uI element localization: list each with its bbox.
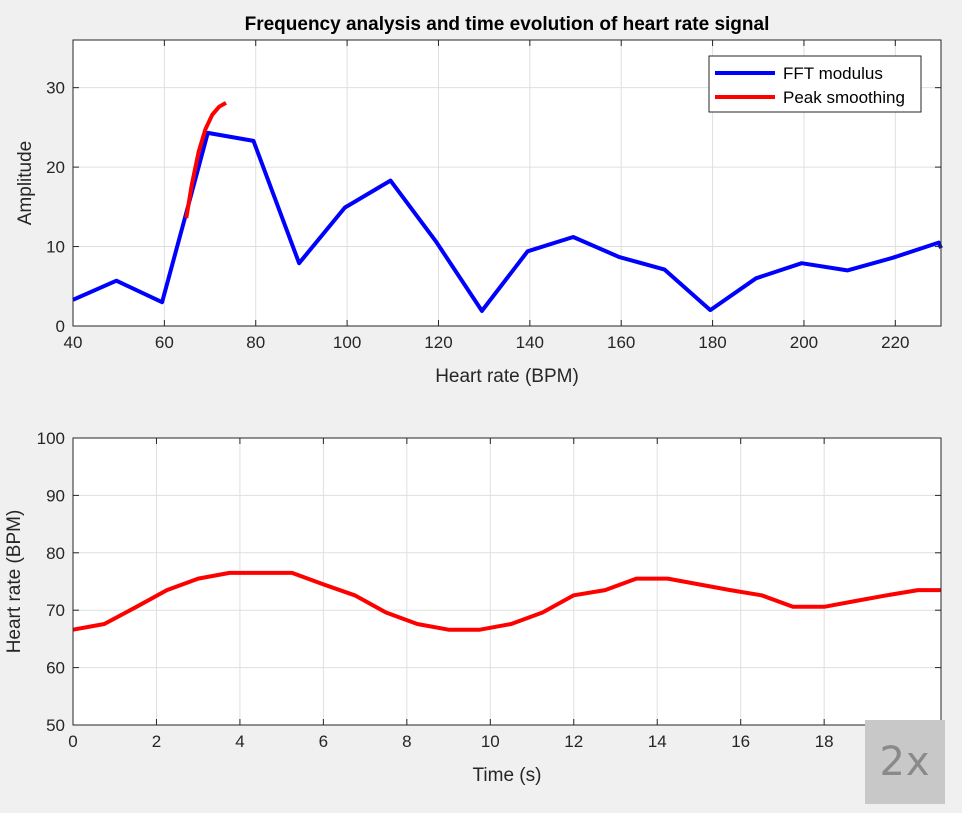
hr-axes-frame [72,437,942,726]
fft-axes-frame [72,39,942,327]
hr-y-tick-label: 50 [46,716,65,735]
hr-y-tick-label: 80 [46,544,65,563]
hr-y-tick-label: 100 [37,429,65,448]
fft-x-tick-label: 180 [698,333,726,352]
hr-x-axis-label: Time (s) [473,765,542,786]
fft-x-tick-label: 60 [155,333,174,352]
hr-x-tick-label: 10 [481,732,500,751]
fft-x-tick-label: 100 [333,333,361,352]
hr-y-tick-label: 60 [46,659,65,678]
fft-y-tick-label: 20 [46,158,65,177]
fft-x-tick-label: 80 [246,333,265,352]
fft-chart-title: Frequency analysis and time evolution of… [245,14,770,35]
hr-y-axis-label: Heart rate (BPM) [4,510,25,654]
fft-series-line-0 [72,130,943,313]
fft-x-tick-label: 120 [424,333,452,352]
hr-axes: 0 2 4 6 8 10 12 14 16 18 50 60 70 80 90 100 Time (s) Hear… [4,429,942,786]
hr-x-tick-label: 18 [815,732,834,751]
fft-y-axis-label: Amplitude [15,141,36,226]
fft-legend: FFT modulus Peak smoothing [708,55,922,113]
fft-x-tick-label: 220 [881,333,909,352]
fft-x-axis-label: Heart rate (BPM) [435,366,579,387]
legend-entry-label: Peak smoothing [783,88,905,107]
fft-series-line-1 [184,101,227,219]
fft-x-tick-label: 40 [64,333,83,352]
hr-series-line-0 [72,570,941,632]
fft-y-tick-label: 0 [56,317,65,336]
hr-x-tick-label: 0 [68,732,77,751]
hr-x-tick-label: 4 [235,732,244,751]
hr-x-tick-label: 8 [402,732,411,751]
hr-x-tick-label: 2 [152,732,161,751]
hr-x-tick-label: 12 [564,732,583,751]
fft-y-tick-label: 30 [46,79,65,98]
fft-y-tick-label: 10 [46,238,65,257]
legend-entry-label: FFT modulus [783,64,883,83]
playback-speed-badge[interactable]: 2x [865,720,945,804]
hr-x-tick-label: 14 [648,732,667,751]
fft-x-tick-label: 160 [607,333,635,352]
hr-y-tick-label: 70 [46,601,65,620]
hr-x-tick-label: 16 [731,732,750,751]
hr-x-tick-label: 6 [319,732,328,751]
hr-plot-area [73,438,941,725]
fft-axes: 40 60 80 100 120 140 160 180 200 220 0 10 20 30 Heart … [15,14,943,387]
fft-x-tick-label: 200 [790,333,818,352]
legend-box [708,55,922,113]
hr-y-tick-label: 90 [46,486,65,505]
fft-x-tick-label: 140 [516,333,544,352]
